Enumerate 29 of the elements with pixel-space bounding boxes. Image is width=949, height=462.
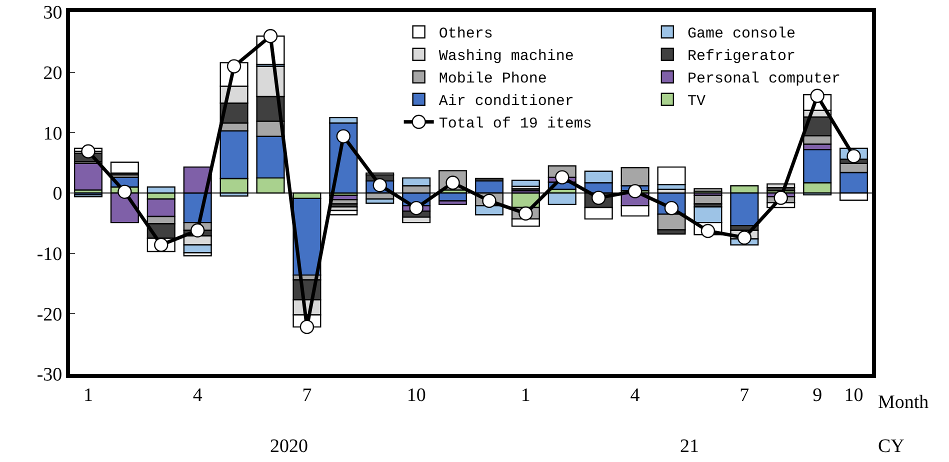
x-tick-label: 1 <box>83 384 93 406</box>
x-tick-label: 4 <box>630 384 640 406</box>
y-tick-label: 20 <box>43 62 62 84</box>
legend-label: Mobile Phone <box>438 70 547 88</box>
y-tick-label: 30 <box>43 2 62 24</box>
x-tick-label: 10 <box>844 384 864 406</box>
legend-label: TV <box>687 93 706 110</box>
legend-label: Others <box>438 26 493 43</box>
y-tick-label: -30 <box>36 364 62 386</box>
y-tick-label: -20 <box>36 304 62 326</box>
text: 21 <box>680 436 699 457</box>
text: 2020 <box>270 436 308 457</box>
x-axis-title: Month <box>878 392 930 413</box>
x-tick-label: 9 <box>812 384 822 406</box>
x-tick-label: 10 <box>406 384 426 406</box>
legend-label: Personal computer <box>687 70 840 88</box>
y-tick-label: 10 <box>43 123 62 144</box>
legend-label: Game console <box>687 26 796 43</box>
text: CY <box>878 436 905 457</box>
x-tick-label: 4 <box>192 384 203 406</box>
legend-label: Refrigerator <box>687 48 796 66</box>
x-tick-label: 7 <box>302 384 312 406</box>
legend-label: Air conditioner <box>438 93 574 110</box>
legend-label: Total of 19 items <box>438 116 592 133</box>
y-tick-label: 0 <box>52 184 62 205</box>
y-tick-label: -10 <box>36 244 62 265</box>
x-tick-label: 1 <box>520 384 530 406</box>
x-tick-label: 7 <box>740 384 750 406</box>
legend-label: Washing machine <box>438 48 574 66</box>
